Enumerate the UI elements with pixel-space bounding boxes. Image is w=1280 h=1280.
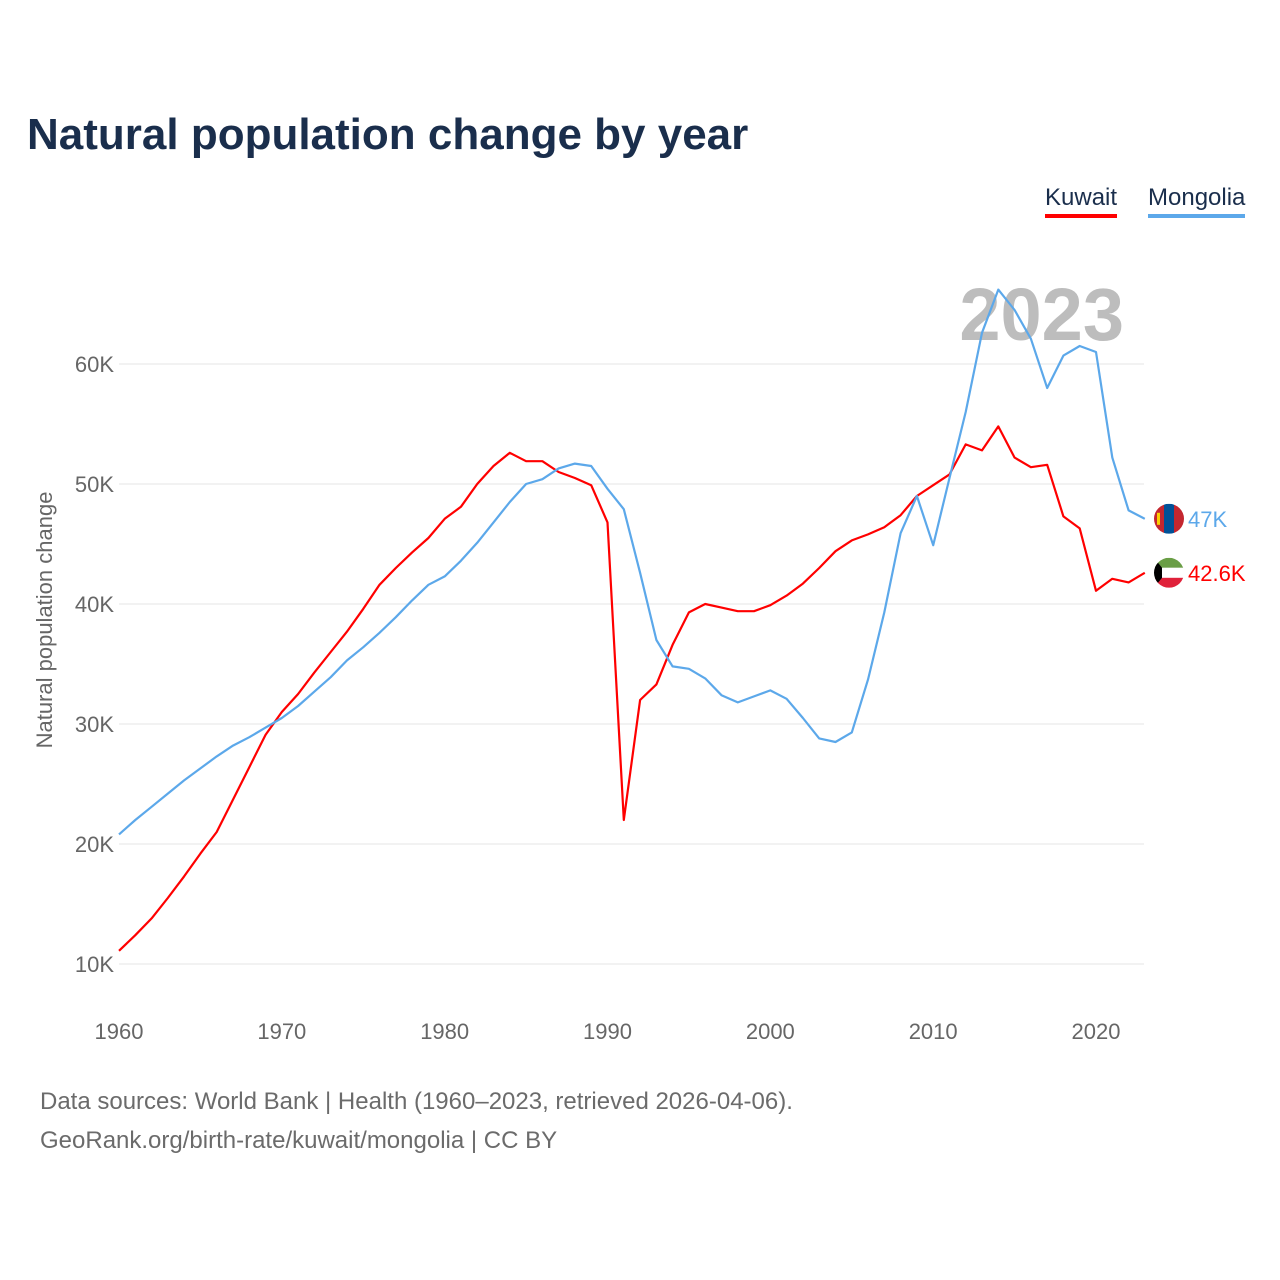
- x-tick-label: 1960: [95, 1019, 144, 1044]
- flag-emblem: [1157, 512, 1160, 525]
- flag-stripe: [1154, 567, 1184, 578]
- end-value-label: 47K: [1188, 507, 1227, 532]
- y-tick-label: 20K: [75, 832, 114, 857]
- legend-item-kuwait[interactable]: Kuwait: [1045, 184, 1118, 218]
- y-axis-label: Natural population change: [32, 492, 57, 749]
- y-tick-label: 40K: [75, 592, 114, 617]
- flag: [1154, 503, 1184, 534]
- x-tick-label: 1970: [257, 1019, 306, 1044]
- x-tick-label: 2010: [909, 1019, 958, 1044]
- x-tick-label: 1990: [583, 1019, 632, 1044]
- flag-stripe: [1154, 577, 1184, 588]
- y-tick-label: 10K: [75, 952, 114, 977]
- x-tick-label: 1980: [420, 1019, 469, 1044]
- flag-stripe: [1164, 503, 1174, 534]
- x-tick-label: 2020: [1072, 1019, 1121, 1044]
- kuwait-flag-icon: [1154, 557, 1184, 588]
- footer-link[interactable]: GeoRank.org/birth-rate/kuwait/mongolia |…: [40, 1127, 558, 1154]
- y-tick-label: 30K: [75, 712, 114, 737]
- y-tick-label: 60K: [75, 352, 114, 377]
- y-tick-label: 50K: [75, 472, 114, 497]
- x-tick-label: 2000: [746, 1019, 795, 1044]
- chart-title: Natural population change by year: [27, 110, 749, 159]
- series-line-mongolia: [118, 288, 1146, 836]
- footer-sources: Data sources: World Bank | Health (1960–…: [40, 1088, 793, 1115]
- flag-stripe: [1154, 557, 1184, 568]
- end-value-label: 42.6K: [1188, 561, 1246, 586]
- series-line-kuwait: [118, 425, 1146, 952]
- flag: [1154, 557, 1184, 588]
- mongolia-flag-icon: [1154, 503, 1184, 534]
- legend-item-mongolia[interactable]: Mongolia: [1148, 184, 1246, 218]
- year-label: 2023: [959, 273, 1124, 356]
- flag-stripe: [1174, 503, 1184, 534]
